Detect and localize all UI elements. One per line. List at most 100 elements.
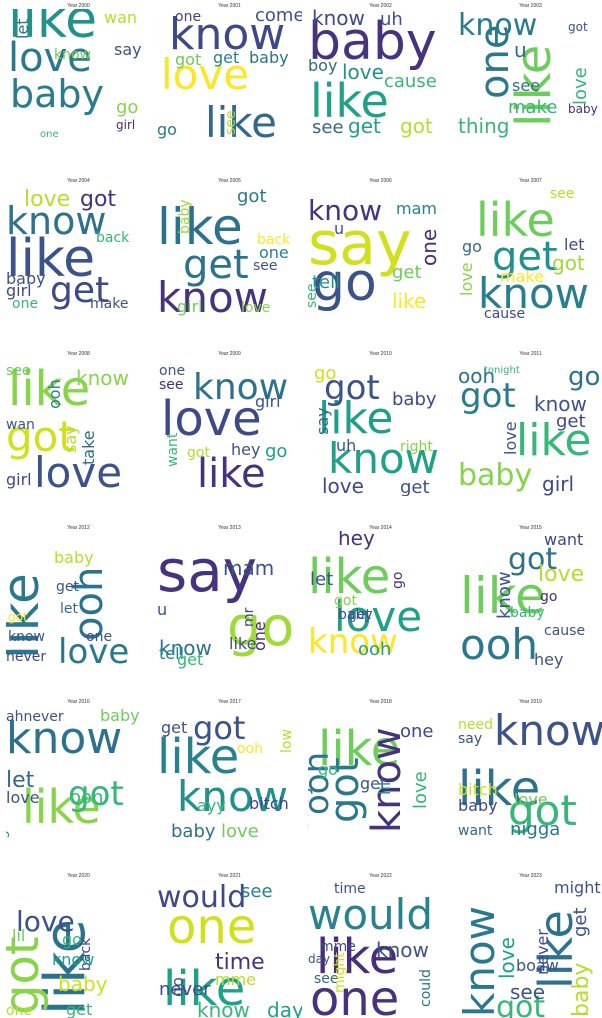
panel-title: Year 2023 — [519, 873, 542, 879]
cloud-word: love — [221, 821, 259, 842]
cloud-word: go — [540, 589, 557, 605]
wordcloud-panel: Year 2003 like one know u got love see make thing… — [458, 3, 602, 148]
cloud-word: never — [6, 649, 46, 665]
cloud-word: love — [241, 300, 270, 316]
cloud-word: know — [169, 9, 285, 60]
cloud-word: go — [462, 237, 482, 256]
cloud-word: take — [79, 430, 98, 465]
cloud-word: get — [556, 411, 586, 432]
cloud-word: baby — [171, 821, 216, 842]
cloud-word: cause — [484, 306, 525, 322]
cloud-word: get — [348, 607, 372, 623]
cloud-word: tonight — [484, 365, 520, 376]
cloud-word: say — [157, 537, 257, 605]
cloud-word: know — [197, 998, 250, 1018]
cloud-word: wan — [6, 417, 35, 433]
cloud-word: tell — [159, 644, 184, 663]
cloud-word: like — [516, 415, 591, 466]
cloud-word: baby — [569, 963, 594, 1017]
cloud-word: know — [494, 571, 515, 619]
cloud-word: girl — [255, 392, 281, 411]
cloud-word: know — [478, 269, 589, 318]
cloud-word: ooh — [45, 379, 64, 409]
cloud-word: girl — [542, 472, 574, 496]
cloud-word: know — [376, 938, 429, 962]
cloud-word: go — [168, 977, 187, 997]
cloud-word: one — [6, 1003, 32, 1018]
wordcloud-panel: Year 2016 know like got ahnever baby let love oo… — [6, 699, 151, 844]
cloud-word: baby — [100, 706, 140, 725]
cloud-word: mme — [215, 970, 256, 989]
cloud-word: see — [510, 980, 545, 1004]
cloud-word: know — [458, 9, 537, 43]
cloud-word: love — [58, 632, 129, 670]
cloud-word: know — [8, 629, 45, 645]
cloud-word: one — [159, 363, 185, 379]
cloud-word: get — [213, 48, 239, 67]
cloud-word: baby — [568, 102, 598, 116]
cloud-word: make — [90, 296, 128, 312]
cloud-word: never — [159, 979, 211, 1000]
cloud-word: see — [6, 363, 31, 379]
panel-title: Year 2002 — [369, 3, 392, 9]
wordcloud-panel: Year 2004 like know get love got back baby girl o… — [6, 178, 151, 323]
cloud-word: thing — [458, 114, 509, 138]
cloud-word: one — [310, 971, 399, 1018]
cloud-word: one — [175, 9, 201, 25]
cloud-word: baby — [510, 605, 545, 621]
wordcloud-panel: Year 2007 like get know see go let got make love c… — [458, 178, 602, 323]
cloud-word: one — [472, 25, 518, 99]
cloud-word: lil — [375, 782, 394, 795]
panel-title: Year 2020 — [67, 873, 90, 879]
cloud-word: one — [12, 296, 38, 312]
panel-title: Year 2001 — [218, 3, 241, 9]
panel-title: Year 2007 — [519, 178, 542, 184]
cloud-word: got — [334, 593, 357, 609]
cloud-word: go — [318, 760, 338, 779]
cloud-word: say — [313, 407, 332, 435]
wordcloud-panel: Year 2011 like got baby ooh tonight go know get l… — [458, 351, 602, 496]
cloud-word: cause — [384, 71, 437, 92]
cloud-word: know — [458, 906, 504, 1017]
cloud-word: get — [161, 718, 187, 737]
cloud-word: ahnever — [6, 709, 64, 725]
cloud-word: tell — [312, 272, 340, 293]
cloud-word: let — [564, 235, 585, 254]
wordcloud-panel: Year 2008 like got love know see ooh wan say take… — [6, 351, 151, 496]
cloud-word: u — [157, 600, 167, 619]
cloud-word: one — [167, 899, 256, 955]
cloud-word: like — [310, 74, 389, 128]
cloud-word: love — [6, 788, 40, 807]
cloud-word: know — [54, 47, 91, 63]
panel-title: Year 2010 — [369, 351, 392, 357]
cloud-word: get — [177, 650, 203, 669]
wordcloud-panel: Year 2019 know like got need say love bitch baby… — [458, 699, 602, 844]
cloud-word: got — [508, 542, 557, 577]
cloud-word: got — [496, 990, 545, 1018]
cloud-word: lil — [12, 926, 25, 945]
cloud-word: love — [538, 562, 584, 587]
cloud-word: make — [508, 97, 557, 118]
wordcloud-panel: Year 2014 like love know hey let ooh got get go ba… — [308, 525, 453, 670]
cloud-word: mme — [320, 939, 356, 955]
panel-title: Year 2005 — [218, 178, 241, 184]
cloud-word: got — [460, 376, 516, 416]
cloud-word: mam — [396, 199, 437, 218]
cloud-word: ooh — [237, 741, 263, 757]
cloud-word: ooh — [460, 620, 538, 669]
cloud-word: baby — [249, 48, 289, 67]
wordcloud-panel: Year 2001 know love like one come got get baby go… — [157, 3, 302, 148]
cloud-word: right — [400, 439, 433, 455]
cloud-word: get — [50, 270, 109, 311]
cloud-word: ooh — [70, 787, 103, 808]
cloud-word: want — [544, 531, 583, 549]
cloud-word: see — [312, 117, 344, 138]
